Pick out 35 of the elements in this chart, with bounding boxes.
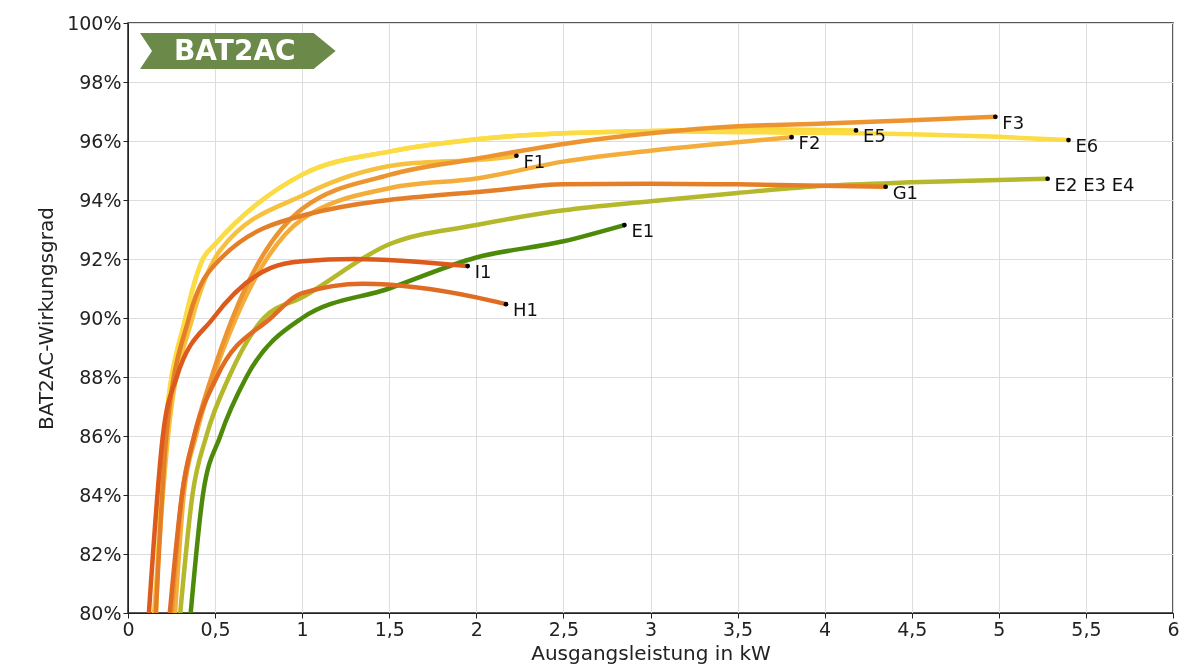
y-tick-label: 80% (79, 601, 122, 624)
y-tick-label: 82% (79, 542, 122, 565)
series-label: E2 E3 E4 (1054, 173, 1135, 195)
y-tick-label: 86% (79, 424, 122, 447)
x-tick-label: 2 (470, 617, 483, 640)
chart-title: BAT2AC (140, 33, 336, 69)
series-label: H1 (512, 299, 538, 321)
y-axis-title: BAT2AC-Wirkungsgrad (34, 207, 59, 430)
x-tick-label: 1 (296, 617, 309, 640)
x-tick-label: 1,5 (374, 617, 405, 640)
y-tick-label: 88% (79, 365, 122, 388)
x-tick-label: 4,5 (897, 617, 928, 640)
series-label: F3 (1002, 111, 1025, 133)
x-axis-title: Ausgangsleistung in kW (531, 640, 771, 665)
x-tick-label: 3 (644, 617, 658, 640)
y-tick-label: 100% (67, 11, 122, 34)
y-tick-label: 92% (79, 247, 122, 270)
x-tick-label: 0 (122, 617, 135, 640)
series-label: I1 (474, 261, 492, 283)
x-tick-label: 5 (993, 617, 1006, 640)
series-label: F2 (798, 132, 821, 154)
y-tick-label: 84% (79, 483, 122, 506)
x-tick-label: 4 (819, 617, 832, 640)
x-tick-label: 3,5 (722, 617, 754, 640)
series-label: E1 (631, 220, 655, 242)
x-tick-label: 2,5 (548, 617, 580, 640)
y-tick-label: 98% (79, 70, 122, 93)
y-tick-label: 94% (79, 188, 122, 211)
y-tick-label: 90% (79, 306, 122, 329)
y-tick-label: 96% (79, 129, 122, 152)
x-tick-label: 0,5 (200, 617, 231, 640)
series-label: G1 (892, 181, 919, 203)
x-tick-label: 5,5 (1071, 617, 1102, 640)
x-tick-label: 6 (1167, 617, 1180, 640)
series-label: E6 (1075, 135, 1099, 157)
